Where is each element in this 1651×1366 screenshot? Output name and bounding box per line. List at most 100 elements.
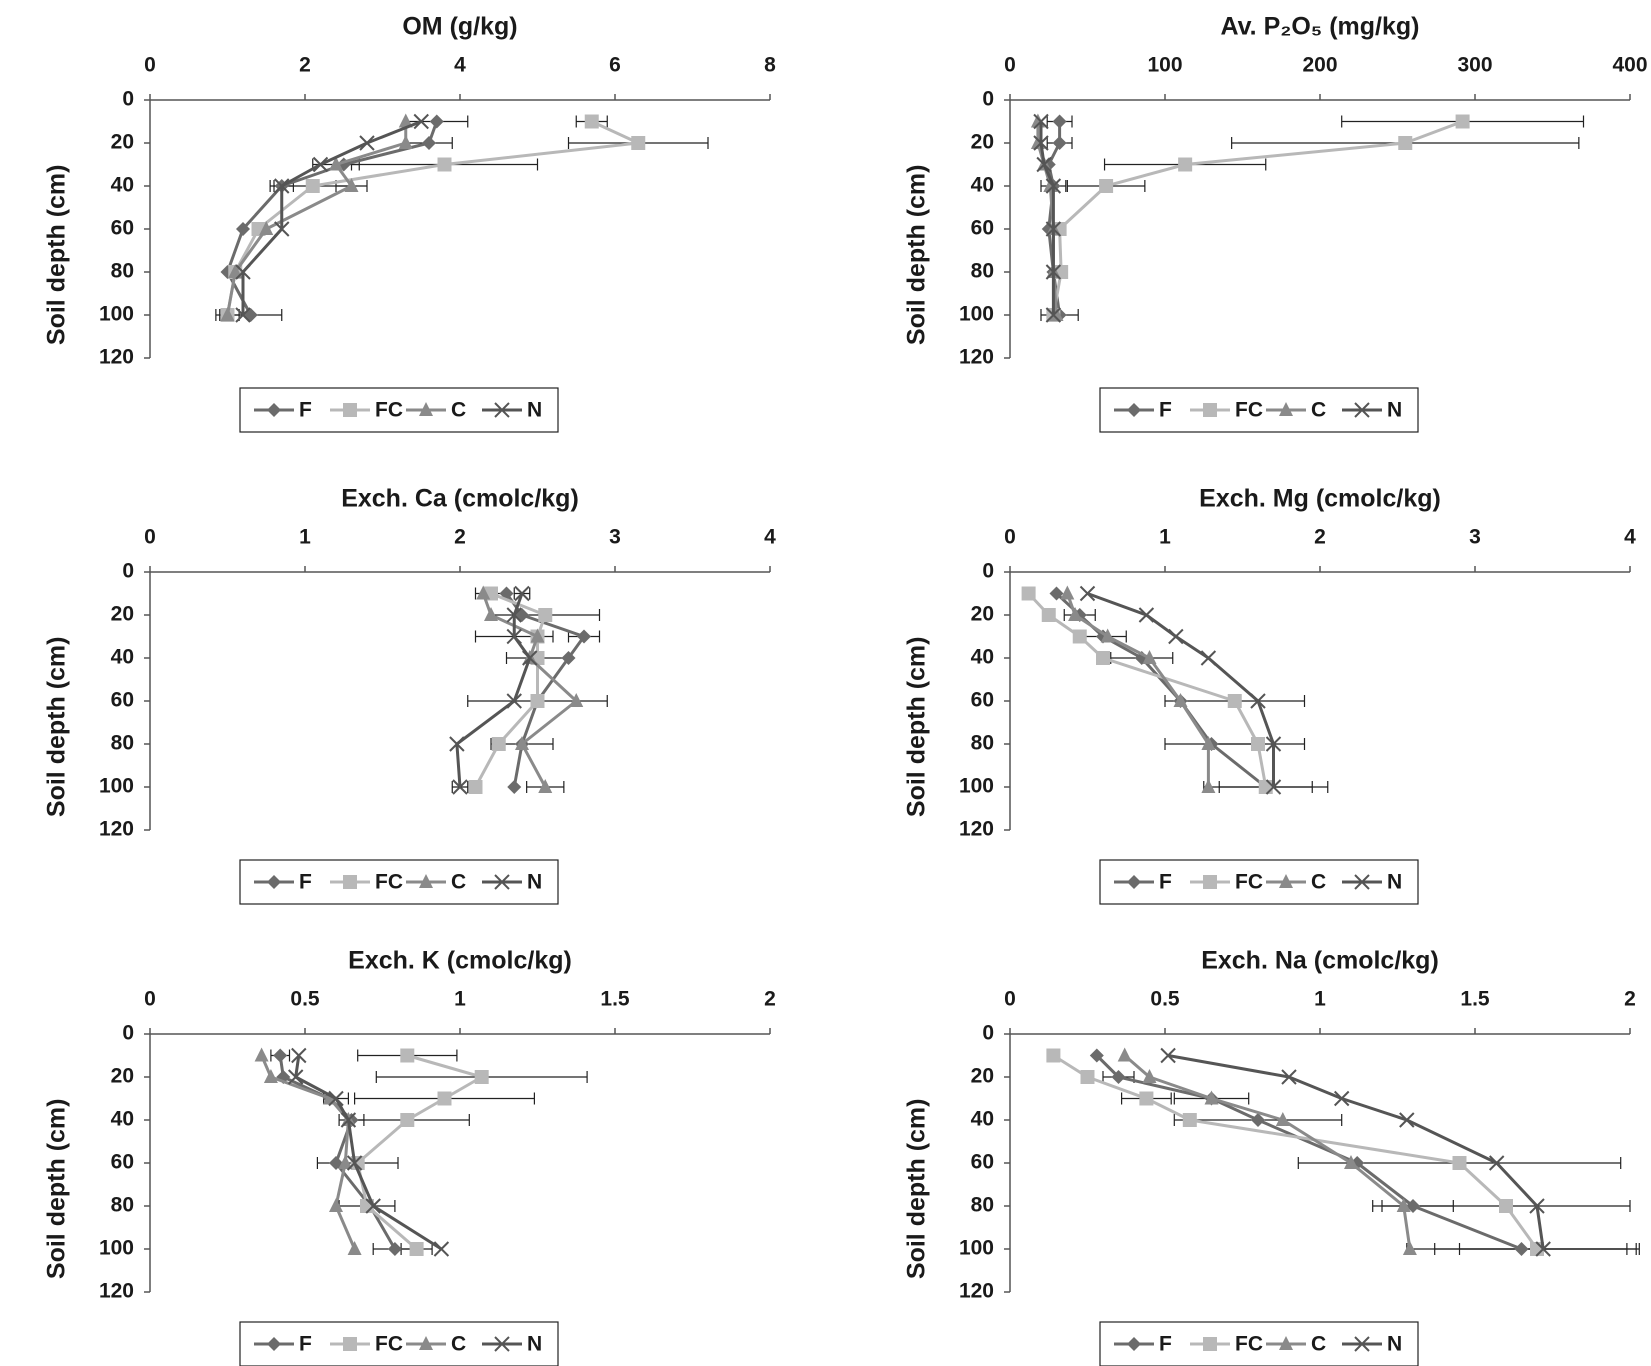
- marker: [267, 403, 281, 417]
- marker: [494, 402, 510, 418]
- marker: [1111, 1070, 1126, 1084]
- marker: [338, 1155, 353, 1169]
- marker: [1406, 1199, 1420, 1213]
- y-tick-label: 60: [971, 1151, 994, 1174]
- marker: [1142, 1069, 1157, 1083]
- legend-label: C: [1311, 399, 1326, 422]
- marker: [1203, 875, 1217, 889]
- marker: [569, 693, 584, 707]
- x-tick-label: 0.5: [290, 988, 320, 1011]
- x-tick-label: 4: [454, 54, 466, 77]
- marker: [329, 156, 343, 171]
- marker: [344, 178, 359, 192]
- marker: [1265, 779, 1282, 795]
- marker: [259, 221, 274, 235]
- y-tick-label: 120: [959, 346, 994, 369]
- marker: [1182, 1113, 1197, 1127]
- y-tick-label: 20: [111, 603, 134, 626]
- marker: [1045, 221, 1062, 237]
- marker: [228, 264, 243, 278]
- marker: [437, 1091, 452, 1106]
- y-tick-label: 120: [959, 1280, 994, 1303]
- marker: [1333, 1090, 1350, 1107]
- marker: [530, 628, 545, 643]
- marker: [1204, 1090, 1219, 1105]
- series-line: [481, 592, 578, 788]
- marker: [1160, 1047, 1176, 1064]
- marker: [506, 693, 522, 709]
- marker: [329, 1156, 343, 1170]
- series-line: [1086, 592, 1275, 787]
- marker: [1099, 179, 1114, 193]
- legend-label: FC: [375, 871, 403, 894]
- y-tick-label: 120: [99, 818, 134, 841]
- y-tick-label: 40: [971, 646, 994, 669]
- y-tick-label: 100: [959, 1237, 994, 1260]
- x-tick-label: 100: [1147, 54, 1182, 77]
- y-tick-label: 0: [122, 560, 134, 583]
- marker: [1052, 114, 1067, 129]
- legend-label: C: [1311, 1333, 1326, 1356]
- x-tick-label: 0: [144, 54, 156, 77]
- x-tick-label: 4: [764, 526, 776, 549]
- marker: [1499, 1199, 1513, 1213]
- chart-title: Av. P₂O₅ (mg/kg): [1221, 13, 1420, 41]
- marker: [1049, 307, 1064, 321]
- marker: [1354, 402, 1370, 418]
- marker: [419, 874, 433, 888]
- marker: [1279, 1336, 1293, 1350]
- marker: [1396, 1198, 1411, 1212]
- marker: [267, 1337, 281, 1351]
- x-tick-label: 0.5: [1150, 988, 1180, 1011]
- marker: [468, 780, 483, 794]
- y-tick-label: 0: [982, 560, 994, 583]
- marker: [287, 1069, 304, 1085]
- marker: [312, 156, 329, 173]
- marker: [409, 1242, 424, 1256]
- marker: [1178, 157, 1193, 172]
- marker: [220, 307, 235, 321]
- legend-label: F: [1159, 399, 1172, 422]
- x-tick-label: 6: [609, 54, 621, 77]
- y-tick-label: 0: [982, 88, 994, 111]
- legend-label: N: [527, 871, 542, 894]
- marker: [1398, 136, 1413, 150]
- marker: [1139, 1091, 1154, 1106]
- marker: [530, 694, 545, 708]
- series-line: [1167, 1054, 1545, 1250]
- marker: [1281, 1069, 1297, 1085]
- marker: [1452, 1156, 1467, 1170]
- marker: [1127, 1337, 1141, 1351]
- marker: [419, 1336, 433, 1350]
- marker: [506, 628, 522, 645]
- marker: [400, 1048, 415, 1063]
- legend-label: F: [1159, 1333, 1172, 1356]
- marker: [413, 113, 429, 130]
- y-tick-label: 20: [111, 131, 134, 154]
- y-tick-label: 60: [111, 217, 134, 240]
- marker: [1201, 736, 1216, 750]
- marker: [1127, 875, 1141, 889]
- marker: [1201, 779, 1216, 793]
- marker: [365, 1198, 381, 1214]
- x-tick-label: 1.5: [1460, 988, 1490, 1011]
- y-axis-label: Soil depth (cm): [903, 637, 931, 818]
- x-tick-label: 2: [454, 526, 466, 549]
- y-tick-label: 20: [971, 603, 994, 626]
- marker: [452, 779, 468, 795]
- marker: [631, 136, 646, 150]
- marker: [1529, 1198, 1545, 1214]
- legend-label: N: [1387, 871, 1402, 894]
- y-tick-label: 100: [959, 775, 994, 798]
- marker: [400, 1113, 415, 1127]
- marker: [1100, 628, 1115, 643]
- marker: [491, 737, 506, 751]
- legend-label: FC: [1235, 871, 1263, 894]
- series-line: [278, 1055, 397, 1250]
- marker: [538, 779, 553, 793]
- marker: [1279, 402, 1293, 416]
- marker: [347, 1241, 362, 1255]
- chart-title: Exch. Ca (cmolc/kg): [341, 485, 579, 513]
- marker: [437, 157, 452, 172]
- marker: [398, 135, 413, 149]
